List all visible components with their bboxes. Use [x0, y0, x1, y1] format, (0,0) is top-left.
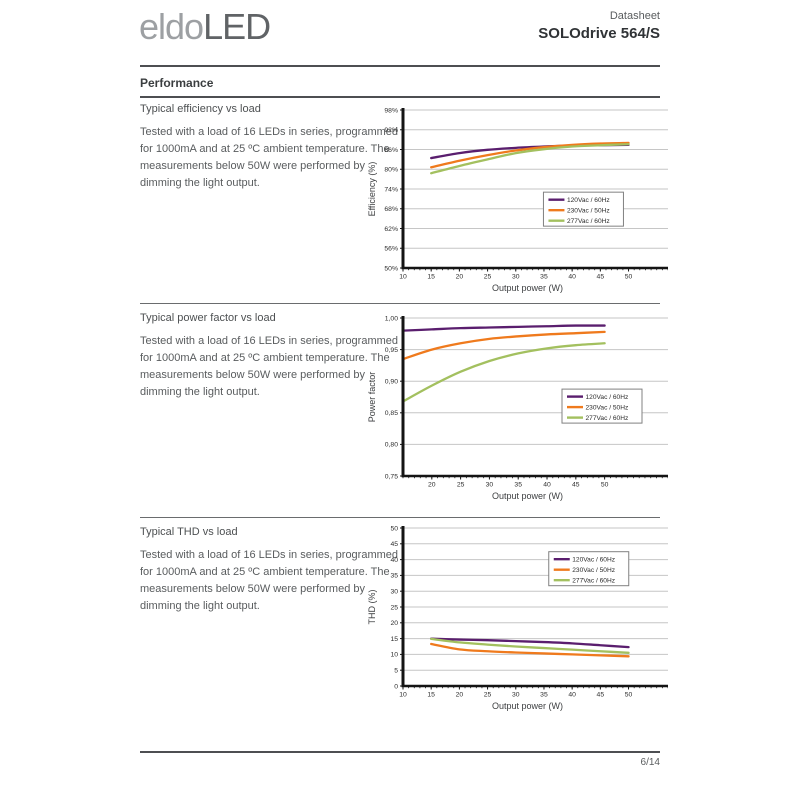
svg-text:50: 50	[625, 274, 633, 281]
section-title-power-factor: Typical power factor vs load	[140, 312, 276, 324]
footer-divider	[140, 751, 660, 753]
svg-text:15: 15	[390, 636, 398, 643]
doc-type-label: Datasheet	[609, 10, 660, 22]
svg-text:50: 50	[601, 482, 609, 489]
legend-entry: 230Vac / 50Hz	[572, 567, 615, 574]
svg-text:35: 35	[390, 573, 398, 580]
svg-text:74%: 74%	[384, 186, 398, 193]
section-description-efficiency: Tested with a load of 16 LEDs in series,…	[140, 126, 399, 189]
eldoled-logo: eldoLED	[139, 6, 271, 48]
svg-text:40: 40	[568, 692, 576, 699]
svg-text:50: 50	[625, 692, 633, 699]
section-description-thd: Tested with a load of 16 LEDs in series,…	[140, 549, 399, 612]
svg-text:0,75: 0,75	[385, 473, 398, 480]
svg-text:25: 25	[484, 274, 492, 281]
svg-text:45: 45	[597, 274, 605, 281]
svg-text:50%: 50%	[384, 265, 398, 272]
svg-text:35: 35	[514, 482, 522, 489]
svg-text:5: 5	[394, 668, 398, 675]
legend-entry: 120Vac / 60Hz	[572, 557, 615, 564]
svg-text:20: 20	[390, 620, 398, 627]
svg-text:15: 15	[427, 692, 435, 699]
section-title-thd: Typical THD vs load	[140, 526, 238, 538]
svg-text:98%: 98%	[384, 107, 398, 114]
svg-text:86%: 86%	[384, 147, 398, 154]
header-divider	[140, 65, 660, 67]
logo-light-part: eldo	[139, 6, 204, 47]
svg-text:40: 40	[543, 482, 551, 489]
section-divider-power-factor	[140, 303, 660, 304]
power-factor-chart: 0,75 0,80 0,85 0,90 0,95 1,00 20 25 30 35 40 45 50 Po…	[367, 315, 668, 501]
chart-legend: 120Vac / 60Hz 230Vac / 50Hz 277Vac / 60Hz	[542, 191, 624, 227]
svg-text:30: 30	[486, 482, 494, 489]
legend-entry: 277Vac / 60Hz	[586, 415, 629, 422]
x-axis-label: Output power (W)	[492, 701, 563, 711]
performance-heading: Performance	[140, 76, 214, 90]
svg-text:68%: 68%	[384, 206, 398, 213]
svg-text:0,85: 0,85	[385, 410, 398, 417]
page-number: 6/14	[640, 757, 660, 768]
legend-entry: 230Vac / 50Hz	[586, 404, 629, 411]
svg-text:35: 35	[540, 274, 548, 281]
svg-text:40: 40	[568, 274, 576, 281]
section-title-efficiency: Typical efficiency vs load	[140, 103, 261, 115]
legend-entry: 277Vac / 60Hz	[572, 578, 615, 585]
y-axis-label: Power factor	[367, 372, 377, 423]
svg-text:10: 10	[399, 274, 407, 281]
svg-text:25: 25	[484, 692, 492, 699]
svg-text:0,90: 0,90	[385, 379, 398, 386]
legend-entry: 277Vac / 60Hz	[567, 218, 610, 225]
legend-entry: 120Vac / 60Hz	[567, 197, 610, 204]
svg-text:50: 50	[390, 525, 398, 532]
svg-text:30: 30	[390, 589, 398, 596]
svg-text:56%: 56%	[384, 246, 398, 253]
thd-chart: 0 5 10 15 20 25 30 35 40 45 50 10 15 20 25 30 35 40 45 50 TH…	[367, 525, 668, 711]
section-description-power-factor: Tested with a load of 16 LEDs in series,…	[140, 335, 399, 398]
svg-text:10: 10	[390, 652, 398, 659]
svg-text:20: 20	[456, 274, 464, 281]
svg-text:0: 0	[394, 683, 398, 690]
logo-bold-part: LED	[203, 6, 271, 47]
performance-divider	[140, 96, 660, 98]
efficiency-chart: 50% 56% 62% 68% 74% 80% 86% 92% 98% 10 15 20 25 30 35 4…	[367, 107, 668, 293]
svg-text:62%: 62%	[384, 226, 398, 233]
svg-text:0,95: 0,95	[385, 347, 398, 354]
chart-legend: 120Vac / 60Hz 230Vac / 50Hz 277Vac / 60Hz	[561, 388, 643, 424]
svg-text:45: 45	[572, 482, 580, 489]
svg-text:20: 20	[428, 482, 436, 489]
svg-text:92%: 92%	[384, 127, 398, 134]
y-axis-label: THD (%)	[367, 590, 377, 625]
section-divider-thd	[140, 517, 660, 518]
svg-text:45: 45	[597, 692, 605, 699]
svg-text:25: 25	[390, 604, 398, 611]
svg-text:30: 30	[512, 692, 520, 699]
chart-legend: 120Vac / 60Hz 230Vac / 50Hz 277Vac / 60Hz	[548, 551, 630, 587]
svg-text:40: 40	[390, 557, 398, 564]
svg-text:20: 20	[456, 692, 464, 699]
svg-text:25: 25	[457, 482, 465, 489]
x-axis-label: Output power (W)	[492, 283, 563, 293]
svg-text:45: 45	[390, 541, 398, 548]
y-axis-label: Efficiency (%)	[367, 162, 377, 217]
svg-text:15: 15	[427, 274, 435, 281]
legend-entry: 120Vac / 60Hz	[586, 394, 629, 401]
legend-entry: 230Vac / 50Hz	[567, 207, 610, 214]
x-axis-label: Output power (W)	[492, 491, 563, 501]
svg-text:1,00: 1,00	[385, 315, 398, 322]
product-title: SOLOdrive 564/S	[538, 25, 660, 42]
svg-text:35: 35	[540, 692, 548, 699]
svg-text:10: 10	[399, 692, 407, 699]
svg-text:0,80: 0,80	[385, 442, 398, 449]
svg-text:30: 30	[512, 274, 520, 281]
svg-text:80%: 80%	[384, 167, 398, 174]
